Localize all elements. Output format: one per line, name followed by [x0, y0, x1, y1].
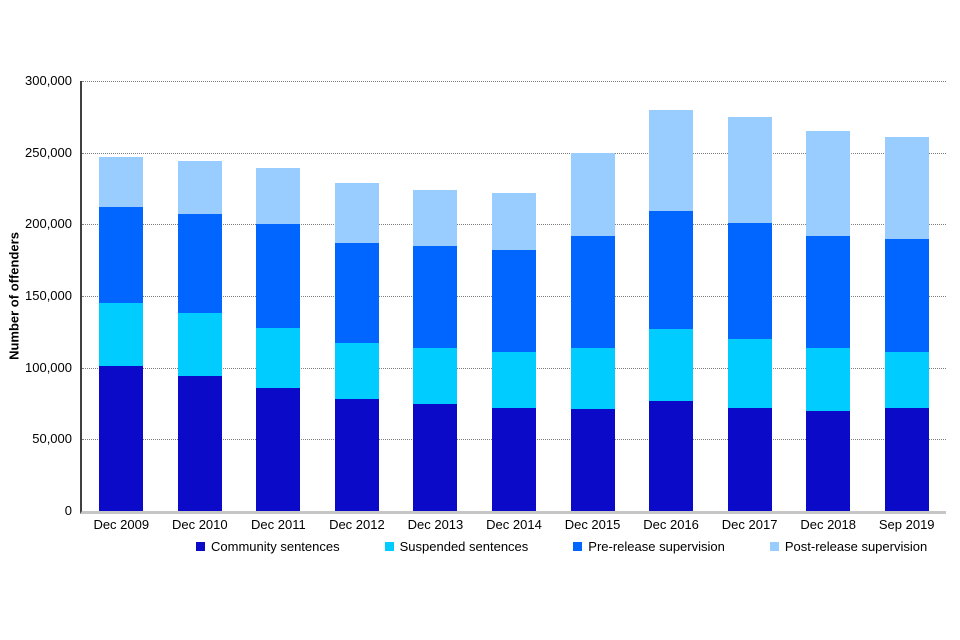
legend-item-post-release-supervision: Post-release supervision [769, 539, 928, 554]
bar-segment-suspended-sentences [334, 343, 379, 400]
bar-segment-post-release-supervision [334, 182, 379, 243]
bar-segment-suspended-sentences [99, 303, 144, 367]
bar-segment-post-release-supervision [727, 116, 772, 223]
bar-segment-pre-release-supervision [649, 211, 694, 329]
bar-dec-2011 [256, 168, 301, 511]
bar-segment-suspended-sentences [806, 347, 851, 411]
bar-segment-community-sentences [256, 387, 301, 511]
x-axis-label: Dec 2016 [643, 517, 699, 532]
bar-segment-post-release-supervision [492, 192, 536, 251]
legend-label: Post-release supervision [784, 539, 928, 554]
x-axis-label: Dec 2009 [93, 517, 150, 532]
bar-segment-suspended-sentences [649, 328, 694, 401]
bar-segment-post-release-supervision [649, 109, 694, 212]
bar-sep-2019 [884, 136, 929, 511]
bar-segment-community-sentences [177, 376, 222, 511]
bar-segment-post-release-supervision [884, 136, 929, 239]
bar-segment-suspended-sentences [177, 313, 222, 377]
bar-segment-post-release-supervision [256, 168, 301, 225]
bar-segment-pre-release-supervision [884, 238, 929, 352]
legend: Community sentences Suspended sentences Pr… [196, 539, 927, 554]
legend-swatch-icon [196, 542, 205, 551]
bar-segment-suspended-sentences [727, 339, 772, 408]
y-tick-label: 150,000 [25, 288, 72, 303]
bar-segment-pre-release-supervision [99, 207, 144, 304]
bar-segment-suspended-sentences [570, 347, 615, 410]
bar-segment-pre-release-supervision [177, 214, 222, 314]
legend-swatch-icon [384, 542, 394, 551]
bar-segment-suspended-sentences [884, 351, 929, 408]
legend-label: Community sentences [211, 539, 340, 554]
bar-segment-community-sentences [413, 403, 458, 511]
y-tick-label: 250,000 [25, 144, 72, 160]
bar-segment-post-release-supervision [570, 152, 615, 236]
bar-dec-2009 [99, 156, 144, 511]
x-axis-label: Dec 2010 [171, 517, 228, 532]
legend-item-community-sentences: Community sentences [196, 539, 340, 554]
x-axis-label: Dec 2012 [329, 517, 385, 532]
y-tick-label: 0 [64, 503, 72, 518]
bar-segment-suspended-sentences [256, 327, 301, 388]
gridline [82, 152, 946, 154]
y-tick-label: 300,000 [25, 73, 72, 88]
bar-segment-community-sentences [334, 399, 379, 511]
y-axis-tick-labels: 0 50,000 100,000 150,000 200,000 250,000 300,0… [0, 73, 72, 518]
x-axis-label: Dec 2014 [486, 517, 542, 532]
x-axis-labels: Dec 2009 Dec 2010 Dec 2011 Dec 2012 Dec 2013… [82, 517, 946, 535]
legend-label: Pre-release supervision [588, 539, 725, 554]
bar-segment-pre-release-supervision [413, 245, 458, 348]
bar-segment-post-release-supervision [99, 156, 144, 208]
bar-segment-community-sentences [99, 366, 144, 511]
x-axis-label: Dec 2017 [721, 517, 778, 532]
bar-segment-community-sentences [727, 407, 772, 511]
legend-item-suspended-sentences: Suspended sentences [384, 539, 529, 554]
bar-dec-2018 [806, 131, 851, 511]
x-axis-label: Dec 2015 [564, 517, 621, 532]
bar-segment-community-sentences [806, 410, 851, 511]
bar-dec-2012 [334, 182, 379, 511]
legend-item-pre-release-supervision: Pre-release supervision [573, 539, 725, 554]
y-tick-label: 50,000 [32, 431, 72, 447]
bar-dec-2016 [649, 109, 694, 511]
bar-segment-suspended-sentences [413, 347, 458, 404]
y-tick-label: 200,000 [25, 216, 72, 232]
bar-segment-community-sentences [570, 409, 615, 511]
bar-segment-post-release-supervision [413, 189, 458, 246]
bar-segment-pre-release-supervision [570, 235, 615, 348]
bar-segment-pre-release-supervision [256, 224, 301, 328]
bar-segment-pre-release-supervision [727, 222, 772, 339]
bar-segment-pre-release-supervision [806, 235, 851, 348]
x-axis-label: Dec 2011 [251, 517, 306, 532]
bar-segment-community-sentences [492, 407, 536, 511]
x-axis-label: Sep 2019 [878, 517, 935, 532]
bar-segment-post-release-supervision [806, 131, 851, 236]
bar-segment-suspended-sentences [492, 351, 536, 408]
x-axis-label: Dec 2013 [407, 517, 464, 532]
bar-segment-pre-release-supervision [492, 250, 536, 352]
bar-dec-2015 [570, 152, 615, 511]
legend-swatch-icon [573, 542, 583, 551]
y-tick-label: 100,000 [25, 359, 72, 375]
bar-dec-2010 [177, 161, 222, 511]
bar-segment-community-sentences [649, 400, 694, 511]
gridline [82, 81, 946, 82]
plot-area [80, 81, 946, 514]
bar-segment-pre-release-supervision [334, 242, 379, 344]
bar-dec-2017 [727, 116, 772, 511]
bar-dec-2013 [413, 189, 458, 511]
bar-segment-post-release-supervision [177, 161, 222, 215]
bar-segment-community-sentences [884, 407, 929, 511]
x-axis-label: Dec 2018 [800, 517, 856, 532]
legend-swatch-icon [769, 542, 779, 551]
bar-dec-2014 [492, 192, 536, 511]
legend-label: Suspended sentences [399, 539, 529, 554]
